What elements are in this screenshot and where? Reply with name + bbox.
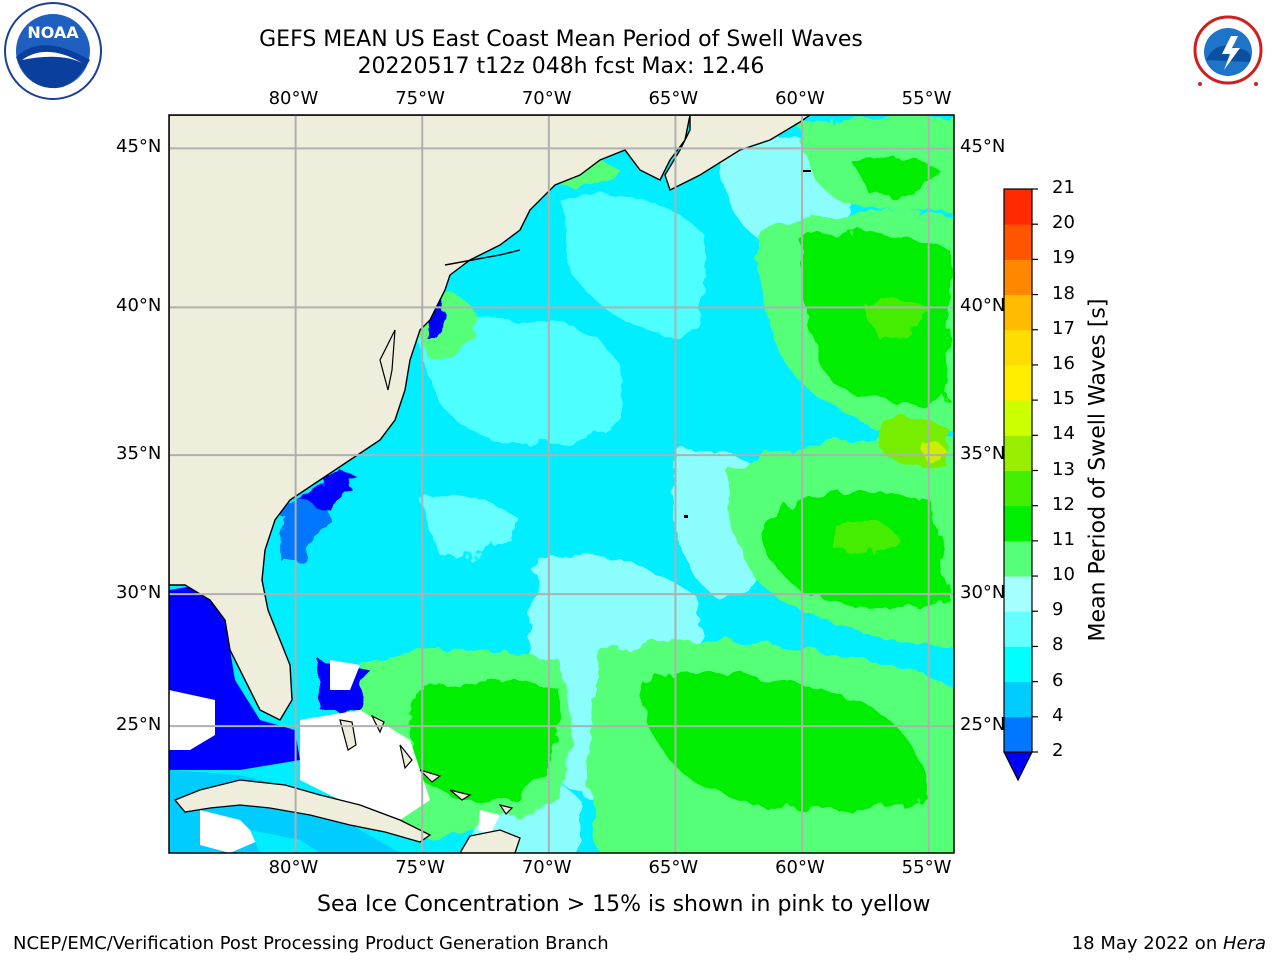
colorbar-tick-label: 20: [1052, 212, 1075, 234]
colorbar-segment: [1004, 259, 1032, 296]
bahamas-islands: [339, 714, 514, 815]
lon-label-bottom: 75°W: [395, 857, 445, 878]
colorbar-tick-label: 18: [1052, 282, 1075, 304]
lon-label-top: 60°W: [775, 88, 825, 109]
colorbar-segment: [1004, 576, 1032, 612]
swell-field: [280, 115, 954, 853]
colorbar-segment: [1004, 611, 1032, 647]
nws-logo: [1176, 0, 1280, 104]
sable-island: [803, 170, 811, 172]
colorbar-tick-label: 11: [1052, 528, 1075, 550]
chart-title: GEFS MEAN US East Coast Mean Period of S…: [259, 27, 863, 52]
colorbar-segment: [1004, 400, 1032, 436]
lon-label-bottom: 80°W: [268, 857, 319, 878]
colorbar-tick-label: 2: [1052, 740, 1064, 761]
colorbar-segment: [1004, 681, 1032, 718]
gulf-missing: [169, 690, 215, 750]
long-island: [444, 249, 521, 266]
colorbar-segment: [1004, 505, 1032, 542]
colorbar-tick-label: 4: [1052, 704, 1064, 726]
run-date: 18 May 2022 on Hera: [1072, 934, 1266, 954]
colorbar-extend-arrow: [1003, 751, 1033, 782]
colorbar-segment: [1004, 646, 1032, 683]
chart-subtitle: 20220517 t12z 048h fcst Max: 12.46: [357, 54, 765, 79]
north-america-land: [169, 115, 691, 721]
credit-text: NCEP/EMC/Verification Post Processing Pr…: [13, 933, 609, 954]
colorbar-tick-label: 17: [1052, 317, 1075, 339]
lat-label-right: 25°N: [960, 714, 1006, 736]
lon-label-top: 70°W: [521, 88, 572, 109]
colorbar-tick-label: 13: [1052, 458, 1075, 480]
colorbar-segment: [1004, 224, 1032, 260]
lon-label-top: 80°W: [268, 88, 319, 109]
colorbar-segment: [1004, 716, 1032, 753]
lon-label-bottom: 65°W: [648, 857, 699, 878]
bermuda: [684, 515, 688, 518]
lat-label-right: 40°N: [960, 295, 1006, 317]
cuba-land: [173, 779, 432, 843]
lat-label-right: 30°N: [960, 582, 1006, 604]
chesapeake-bay: [379, 329, 396, 391]
lat-label-right: 45°N: [960, 136, 1006, 158]
bahamas-missing: [300, 710, 430, 820]
colorbar-tick-label: 12: [1052, 493, 1075, 515]
colorbar-tick-label: 10: [1052, 564, 1075, 586]
lon-label-bottom: 55°W: [901, 857, 952, 878]
lon-label-top: 65°W: [648, 88, 699, 109]
colorbar-segment: [1004, 189, 1032, 225]
colorbar-tick-label: 19: [1052, 247, 1075, 269]
sea-ice-note: Sea Ice Concentration > 15% is shown in …: [317, 892, 931, 917]
lat-label-left: 35°N: [116, 443, 162, 465]
colorbar-segment: [1004, 364, 1032, 401]
lat-label-left: 30°N: [116, 582, 162, 604]
lat-label-left: 45°N: [116, 136, 162, 158]
lon-label-top: 55°W: [901, 88, 952, 109]
run-date-text: 18 May 2022 on: [1071, 933, 1223, 954]
lat-label-left: 25°N: [116, 714, 162, 736]
hispaniola-land: [459, 829, 521, 853]
colorbar-segment: [1004, 470, 1032, 507]
machine-name: Hera: [1222, 933, 1266, 954]
lon-label-bottom: 70°W: [521, 857, 572, 878]
lat-label-right: 35°N: [960, 443, 1006, 465]
lon-label-bottom: 60°W: [775, 857, 825, 878]
colorbar-tick-label: 9: [1052, 599, 1064, 621]
colorbar-tick-label: 21: [1052, 177, 1075, 198]
colorbar-tick-label: 6: [1052, 669, 1064, 691]
graticule: [169, 115, 954, 853]
colorbar-segment: [1004, 540, 1032, 577]
colorbar-tick-label: 15: [1052, 388, 1075, 410]
colorbar-segment: [1004, 329, 1032, 366]
map-frame: [168, 114, 955, 854]
lat-label-left: 40°N: [116, 295, 162, 317]
colorbar-tick-label: 8: [1052, 634, 1064, 656]
colorbar-tick-label: 16: [1052, 352, 1075, 374]
svg-text:NOAA: NOAA: [27, 23, 79, 42]
noaa-logo: NOAA: [2, 2, 104, 104]
colorbar-segment: [1004, 294, 1032, 331]
canada-maritimes: [664, 115, 812, 191]
lon-label-top: 75°W: [395, 88, 445, 109]
colorbar-segment: [1004, 435, 1032, 471]
colorbar: [1003, 188, 1038, 782]
colorbar-tick-label: 14: [1052, 423, 1075, 445]
